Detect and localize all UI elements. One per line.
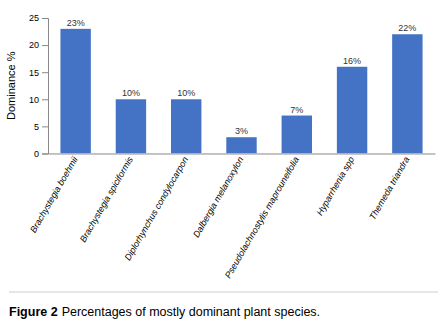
data-labels: 23% 10% 10% 3% 7% 16% 22% [67,18,417,136]
y-tick: 10 [29,95,48,105]
y-axis-line [42,19,49,154]
bar [282,116,312,154]
data-label: 3% [235,126,248,136]
bar [392,34,422,153]
y-tick-label: 20 [29,40,39,50]
caption-text: Percentages of mostly dominant plant spe… [62,305,320,319]
data-label: 22% [398,23,416,33]
data-label: 16% [343,56,361,66]
x-tick-label: Hyparrhenia spp [314,155,356,217]
y-tick-mark [42,99,48,100]
plot-area: Brachystegia boehmiiBrachystegia spicifo… [28,13,435,280]
caption-separator [9,292,438,293]
y-tick-label: 15 [29,68,39,78]
x-tick-label: Brachystegia spiciformis [78,155,135,244]
y-tick-mark [42,153,48,154]
caption: Figure 2 Percentages of mostly dominant p… [9,305,320,319]
y-tick-label: 5 [34,122,39,132]
bars [60,29,422,154]
x-tick: Dalbergia melanoxylon [191,155,245,239]
y-axis-title: Dominance % [5,51,17,120]
x-tick-label: Dalbergia melanoxylon [191,155,245,239]
y-tick-mark [42,72,48,73]
y-tick: 15 [29,68,48,78]
y-axis: 0 5 10 15 20 25 [29,13,49,158]
bar [116,99,146,153]
chart-container: Brachystegia boehmiiBrachystegia spicifo… [0,0,447,330]
chart-svg: Brachystegia boehmiiBrachystegia spicifo… [0,0,447,330]
y-tick-label: 25 [29,13,39,23]
x-tick: Brachystegia boehmii [28,154,80,234]
data-label: 10% [177,88,195,98]
x-tick-label: Pseudolachnostylis maprouneifolia [223,155,301,280]
y-tick-mark [42,18,48,19]
x-tick: Brachystegia spiciformis [78,155,135,244]
y-tick: 0 [34,149,48,159]
caption-label: Figure 2 [9,305,58,319]
bar [226,137,256,153]
data-label: 10% [122,88,140,98]
x-tick-label: Themeda triandra [367,155,411,222]
y-tick-label: 0 [34,149,39,159]
x-tick-label: Diplorhynchus condylocarpon [123,155,191,262]
x-tick-label: Brachystegia boehmii [28,154,80,234]
x-axis-line [49,153,436,154]
x-tick: Diplorhynchus condylocarpon [123,155,191,262]
y-tick-label: 10 [29,95,39,105]
x-tick: Hyparrhenia spp [314,155,356,217]
y-tick-mark [42,45,48,46]
y-tick: 5 [34,122,48,132]
y-tick-mark [42,126,48,127]
bar [171,99,201,153]
bar [60,29,90,154]
data-label: 23% [67,18,85,28]
x-tick: Themeda triandra [367,155,411,222]
y-tick: 20 [29,40,48,50]
x-tick: Pseudolachnostylis maprouneifolia [223,155,301,280]
bar [337,67,367,154]
x-axis: Brachystegia boehmiiBrachystegia spicifo… [28,154,435,280]
y-tick: 25 [29,13,48,23]
data-label: 7% [290,105,303,115]
